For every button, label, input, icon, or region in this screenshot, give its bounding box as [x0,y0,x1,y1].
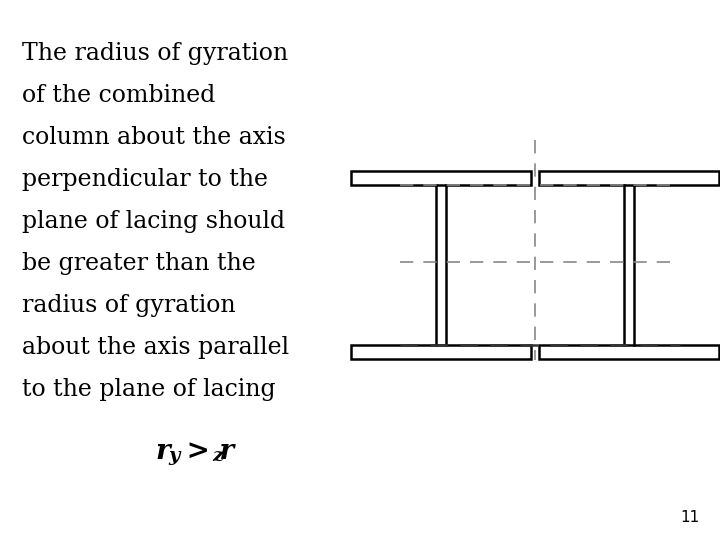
Text: z: z [212,447,223,465]
Text: > r: > r [177,438,234,465]
Text: about the axis parallel: about the axis parallel [22,336,289,359]
Text: be greater than the: be greater than the [22,252,256,275]
Text: to the plane of lacing: to the plane of lacing [22,378,276,401]
Bar [351,171,531,185]
Bar [539,171,719,185]
Text: column about the axis: column about the axis [22,126,286,149]
Text: plane of lacing should: plane of lacing should [22,210,285,233]
Text: radius of gyration: radius of gyration [22,294,235,317]
Text: The radius of gyration: The radius of gyration [22,42,288,65]
Text: of the combined: of the combined [22,84,215,107]
Text: 11: 11 [680,510,700,525]
Text: perpendicular to the: perpendicular to the [22,168,268,191]
Bar [351,345,531,359]
Text: y: y [168,447,179,465]
Text: r: r [155,438,170,465]
Bar [539,345,719,359]
